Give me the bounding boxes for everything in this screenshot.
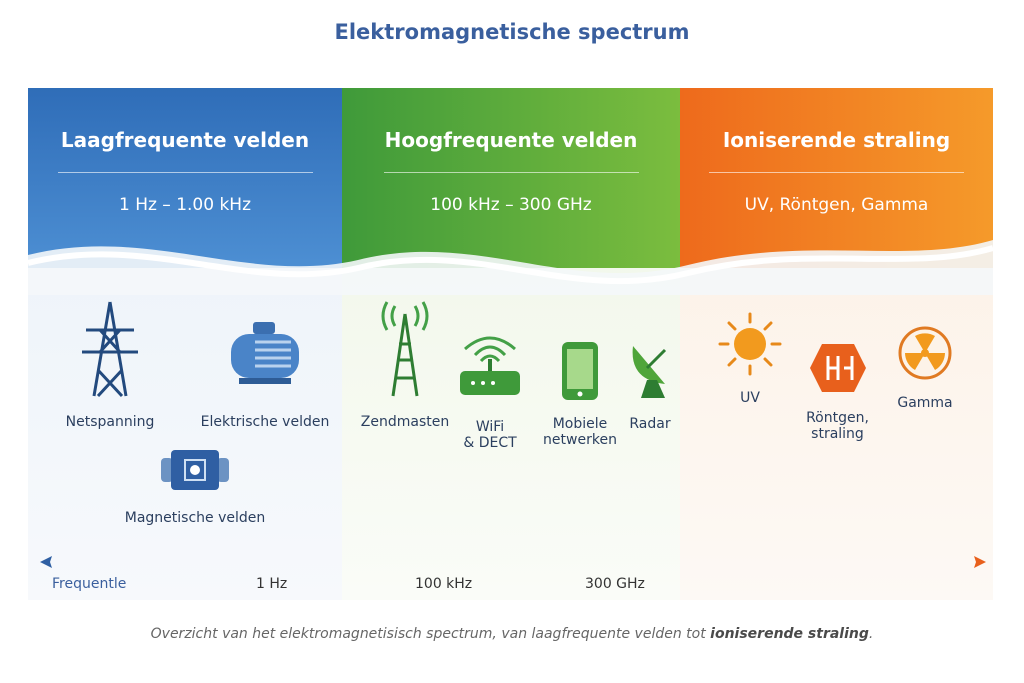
page-title: Elektromagnetische spectrum — [334, 20, 690, 44]
smartphone-icon — [562, 342, 598, 400]
wave-divider — [28, 240, 993, 295]
xray-icon — [809, 344, 866, 392]
item-netspanning: Netspanning — [55, 300, 165, 430]
panel-heading: Ioniserende straling — [722, 128, 951, 152]
panel-range: 1 Hz – 1.00 kHz — [118, 195, 252, 215]
power-tower-icon — [82, 301, 138, 398]
item-rontgen: Röntgen, straling — [795, 340, 880, 442]
caption: Overzicht van het elektromagnetisisch sp… — [150, 626, 874, 642]
item-uv: UV — [715, 312, 785, 406]
panel-heading: Hoogfrequente velden — [384, 128, 638, 152]
radio-tower-icon — [381, 301, 429, 397]
divider — [57, 172, 313, 173]
magnet-device-icon — [161, 450, 229, 490]
divider — [383, 172, 639, 173]
radiation-icon — [898, 326, 952, 380]
router-icon — [460, 336, 520, 395]
axis-tick: 100 kHz — [415, 576, 473, 592]
panel-heading: Laagfrequente velden — [60, 128, 310, 152]
radar-dish-icon — [632, 346, 667, 398]
sun-icon — [718, 312, 782, 376]
item-wifi-dect: WiFi & DECT — [455, 335, 525, 451]
panel-range: UV, Röntgen, Gamma — [744, 195, 929, 215]
item-mobiele-netwerken: Mobiele netwerken — [540, 340, 620, 448]
item-radar: Radar — [620, 340, 680, 432]
panel-range: 100 kHz – 300 GHz — [430, 195, 592, 215]
item-gamma: Gamma — [890, 325, 960, 411]
axis-label: Frequentle — [52, 576, 127, 592]
motor-icon — [231, 322, 299, 384]
item-zendmasten: Zendmasten — [360, 300, 450, 430]
axis-tick: 1 Hz — [256, 576, 288, 592]
frequency-axis-arrow — [40, 556, 986, 568]
divider — [709, 172, 964, 173]
axis-tick: 300 GHz — [585, 576, 645, 592]
item-magnetische-velden: Magnetische velden — [120, 446, 270, 526]
item-elektrische-velden: Elektrische velden — [195, 320, 335, 430]
